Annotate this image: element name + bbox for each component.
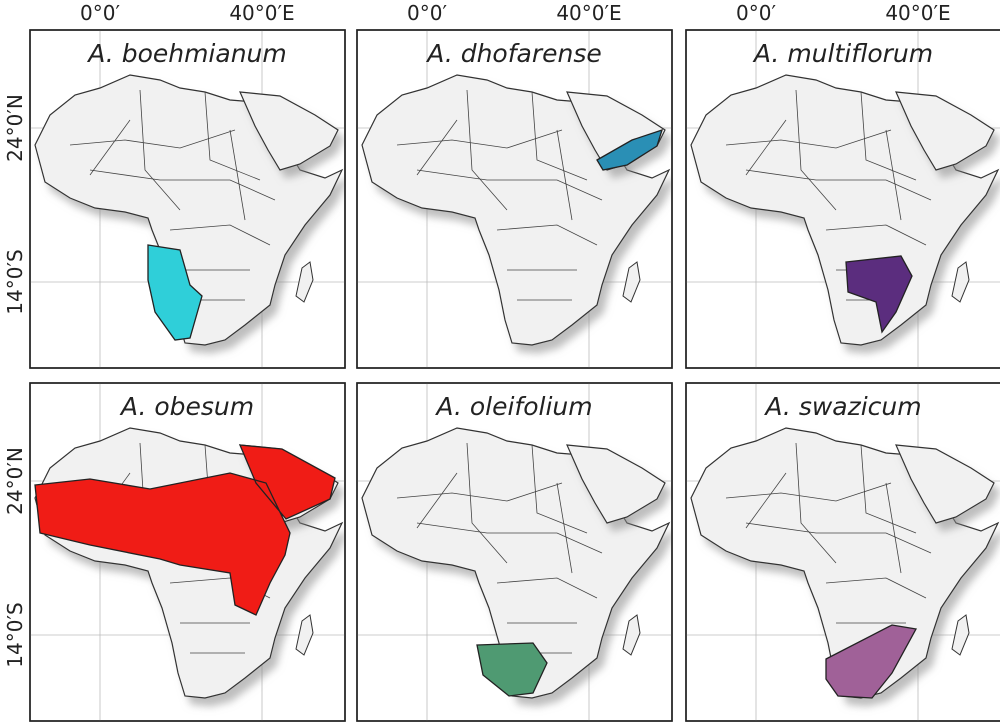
- map-panel: A. boehmianum: [29, 29, 346, 369]
- latitude-label: 14°0′S: [3, 249, 27, 314]
- map-content: [30, 30, 345, 368]
- panel-title: A. boehmianum: [86, 39, 287, 68]
- panel-border: [29, 382, 346, 722]
- panel-title: A. oleifolium: [434, 392, 592, 421]
- map-content: [686, 30, 1000, 368]
- panel-border: [685, 29, 1000, 369]
- map-content: [357, 30, 672, 368]
- longitude-label: 0°0′: [736, 1, 776, 25]
- map-panel: A. swazicum: [685, 382, 1000, 722]
- distribution-area: [34, 444, 336, 616]
- map-content: [686, 383, 1000, 721]
- distribution-area: [596, 128, 663, 171]
- map-panel: A. obesum: [29, 382, 346, 722]
- latitude-label: 24°0′N: [3, 447, 27, 515]
- longitude-label: 0°0′: [80, 1, 120, 25]
- latitude-label: 24°0′N: [3, 94, 27, 162]
- latitude-label: 14°0′S: [3, 602, 27, 667]
- longitude-label: 40°0′E: [885, 1, 950, 25]
- distribution-area: [825, 624, 918, 699]
- panel-title: A. obesum: [119, 392, 254, 421]
- panel-title: A. dhofarense: [425, 39, 602, 68]
- panel-title: A. swazicum: [763, 392, 921, 421]
- panel-title: A. multiflorum: [752, 39, 933, 68]
- distribution-area: [476, 642, 548, 697]
- longitude-label: 0°0′: [407, 1, 447, 25]
- map-panel: A. multiflorum: [685, 29, 1000, 369]
- map-panel: A. dhofarense: [356, 29, 673, 369]
- map-content: [357, 383, 672, 721]
- map-content: [30, 383, 345, 721]
- panel-border: [356, 29, 673, 369]
- panel-border: [685, 382, 1000, 722]
- longitude-label: 40°0′E: [556, 1, 621, 25]
- map-panel: A. oleifolium: [356, 382, 673, 722]
- panel-border: [29, 29, 346, 369]
- distribution-area: [845, 255, 913, 334]
- longitude-label: 40°0′E: [229, 1, 294, 25]
- panel-border: [356, 382, 673, 722]
- distribution-area: [147, 244, 203, 341]
